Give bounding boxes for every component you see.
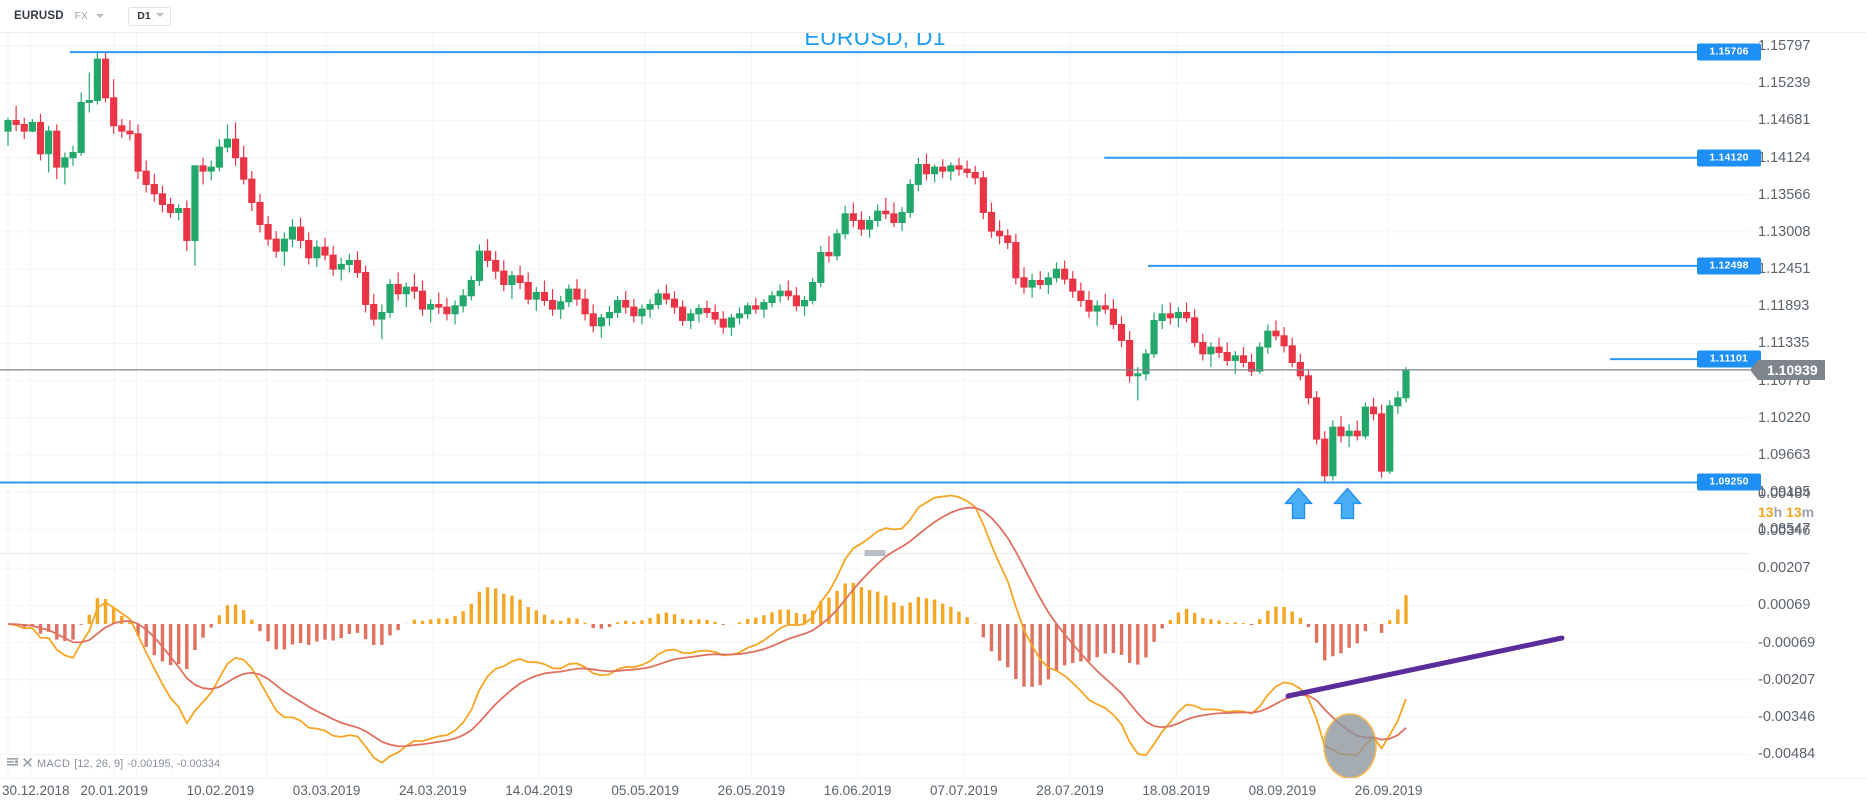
market-label: FX xyxy=(74,10,89,22)
symbol-label[interactable]: EURUSD xyxy=(14,10,64,22)
price-axis-tick: 1.12451 xyxy=(1758,261,1811,278)
bar-countdown-timer: 13h 13m xyxy=(1758,504,1815,521)
time-axis-tick: 14.04.2019 xyxy=(505,783,573,798)
time-axis-tick: 10.02.2019 xyxy=(186,783,255,798)
top-toolbar: EURUSD FX D1 xyxy=(0,0,1866,33)
macd-indicator-name: MACD xyxy=(37,758,71,770)
price-axis-tick: 1.10220 xyxy=(1758,409,1811,426)
toolbar-divider xyxy=(136,32,137,805)
macd-axis-tick: 0.00207 xyxy=(1758,560,1811,577)
toolbar-divider xyxy=(30,32,31,805)
macd-chart-canvas xyxy=(0,494,1750,779)
time-axis-tick: 18.08.2019 xyxy=(1142,783,1210,798)
price-axis-tick: 1.13008 xyxy=(1758,223,1811,240)
last-price-badge: 1.10939 xyxy=(1750,359,1825,380)
macd-crossover-highlight[interactable] xyxy=(1323,713,1377,779)
price-axis-tick: 1.14124 xyxy=(1758,149,1811,166)
time-axis-tick: 28.07.2019 xyxy=(1036,783,1104,798)
macd-trendline xyxy=(1285,635,1565,699)
close-icon[interactable] xyxy=(23,758,32,770)
price-level-tag[interactable]: 1.15706 xyxy=(1697,43,1761,61)
sliders-icon[interactable] xyxy=(7,758,18,770)
macd-axis-tick: 0.00069 xyxy=(1758,597,1811,614)
chevron-down-icon xyxy=(96,13,105,18)
time-axis-tick: 26.05.2019 xyxy=(717,783,786,798)
buy-arrow-up[interactable] xyxy=(1332,487,1363,520)
macd-axis-tick: 0.00484 xyxy=(1758,485,1811,502)
price-level-tag[interactable]: 1.12498 xyxy=(1697,257,1761,275)
price-axis-tick: 1.15797 xyxy=(1758,38,1811,54)
time-axis-tick: 07.07.2019 xyxy=(930,783,998,798)
price-axis-tick: 1.09105 xyxy=(1758,484,1811,501)
macd-axis-tick: -0.00346 xyxy=(1758,709,1816,726)
price-level-tag[interactable]: 1.11101 xyxy=(1697,350,1761,368)
buy-arrow-up[interactable] xyxy=(1283,487,1314,520)
macd-indicator-params: [12, 26, 9] xyxy=(74,758,124,770)
timeframe-selector[interactable]: D1 xyxy=(128,6,171,26)
macd-legend[interactable]: MACD [12, 26, 9] -0.00195, -0.00334 xyxy=(7,758,220,770)
chevron-down-icon xyxy=(155,13,164,17)
price-axis-tick: 1.14681 xyxy=(1758,112,1811,129)
time-axis[interactable]: 30.12.2018 20.01.2019 10.02.2019 03.03.2019… xyxy=(0,778,1866,806)
price-axis-tick: 1.11335 xyxy=(1758,335,1810,352)
price-axis-tick: 1.09663 xyxy=(1758,446,1811,463)
macd-indicator-values: -0.00195, -0.00334 xyxy=(127,758,221,770)
time-axis-tick: 20.01.2019 xyxy=(80,783,148,798)
time-axis-tick: 16.06.2019 xyxy=(823,783,892,798)
macd-axis-tick: 0.00346 xyxy=(1758,522,1811,539)
market-selector[interactable]: FX xyxy=(74,10,105,22)
time-axis-tick: 05.05.2019 xyxy=(611,783,679,798)
price-chart-canvas xyxy=(0,32,1750,554)
macd-chart-pane[interactable] xyxy=(0,494,1750,779)
price-axis-tick: 1.15239 xyxy=(1758,75,1811,92)
macd-axis-tick: -0.00207 xyxy=(1758,671,1816,688)
price-level-tag[interactable]: 1.14120 xyxy=(1697,149,1761,167)
time-axis-tick: 26.09.2019 xyxy=(1354,783,1423,798)
time-axis-tick: 24.03.2019 xyxy=(399,783,467,798)
price-axis-tick: 1.11893 xyxy=(1758,298,1810,315)
time-axis-tick: 08.09.2019 xyxy=(1248,783,1317,798)
price-axis-tick: 1.08547 xyxy=(1758,521,1811,538)
timeframe-label: D1 xyxy=(137,10,151,22)
macd-axis-tick: -0.00069 xyxy=(1758,634,1816,651)
price-axis-tick: 1.13566 xyxy=(1758,186,1811,203)
price-axis[interactable]: 1.15797 1.15239 1.14681 1.14124 1.13566 1.130… xyxy=(1750,32,1866,778)
time-axis-tick: 30.12.2018 xyxy=(2,783,70,798)
price-level-tag[interactable]: 1.09250 xyxy=(1697,473,1761,491)
toolbar-divider xyxy=(266,32,267,805)
macd-axis-tick: -0.00484 xyxy=(1758,746,1816,763)
time-axis-tick: 03.03.2019 xyxy=(292,783,361,798)
price-chart-pane[interactable] xyxy=(0,32,1750,554)
pane-resize-handle[interactable] xyxy=(864,550,886,556)
